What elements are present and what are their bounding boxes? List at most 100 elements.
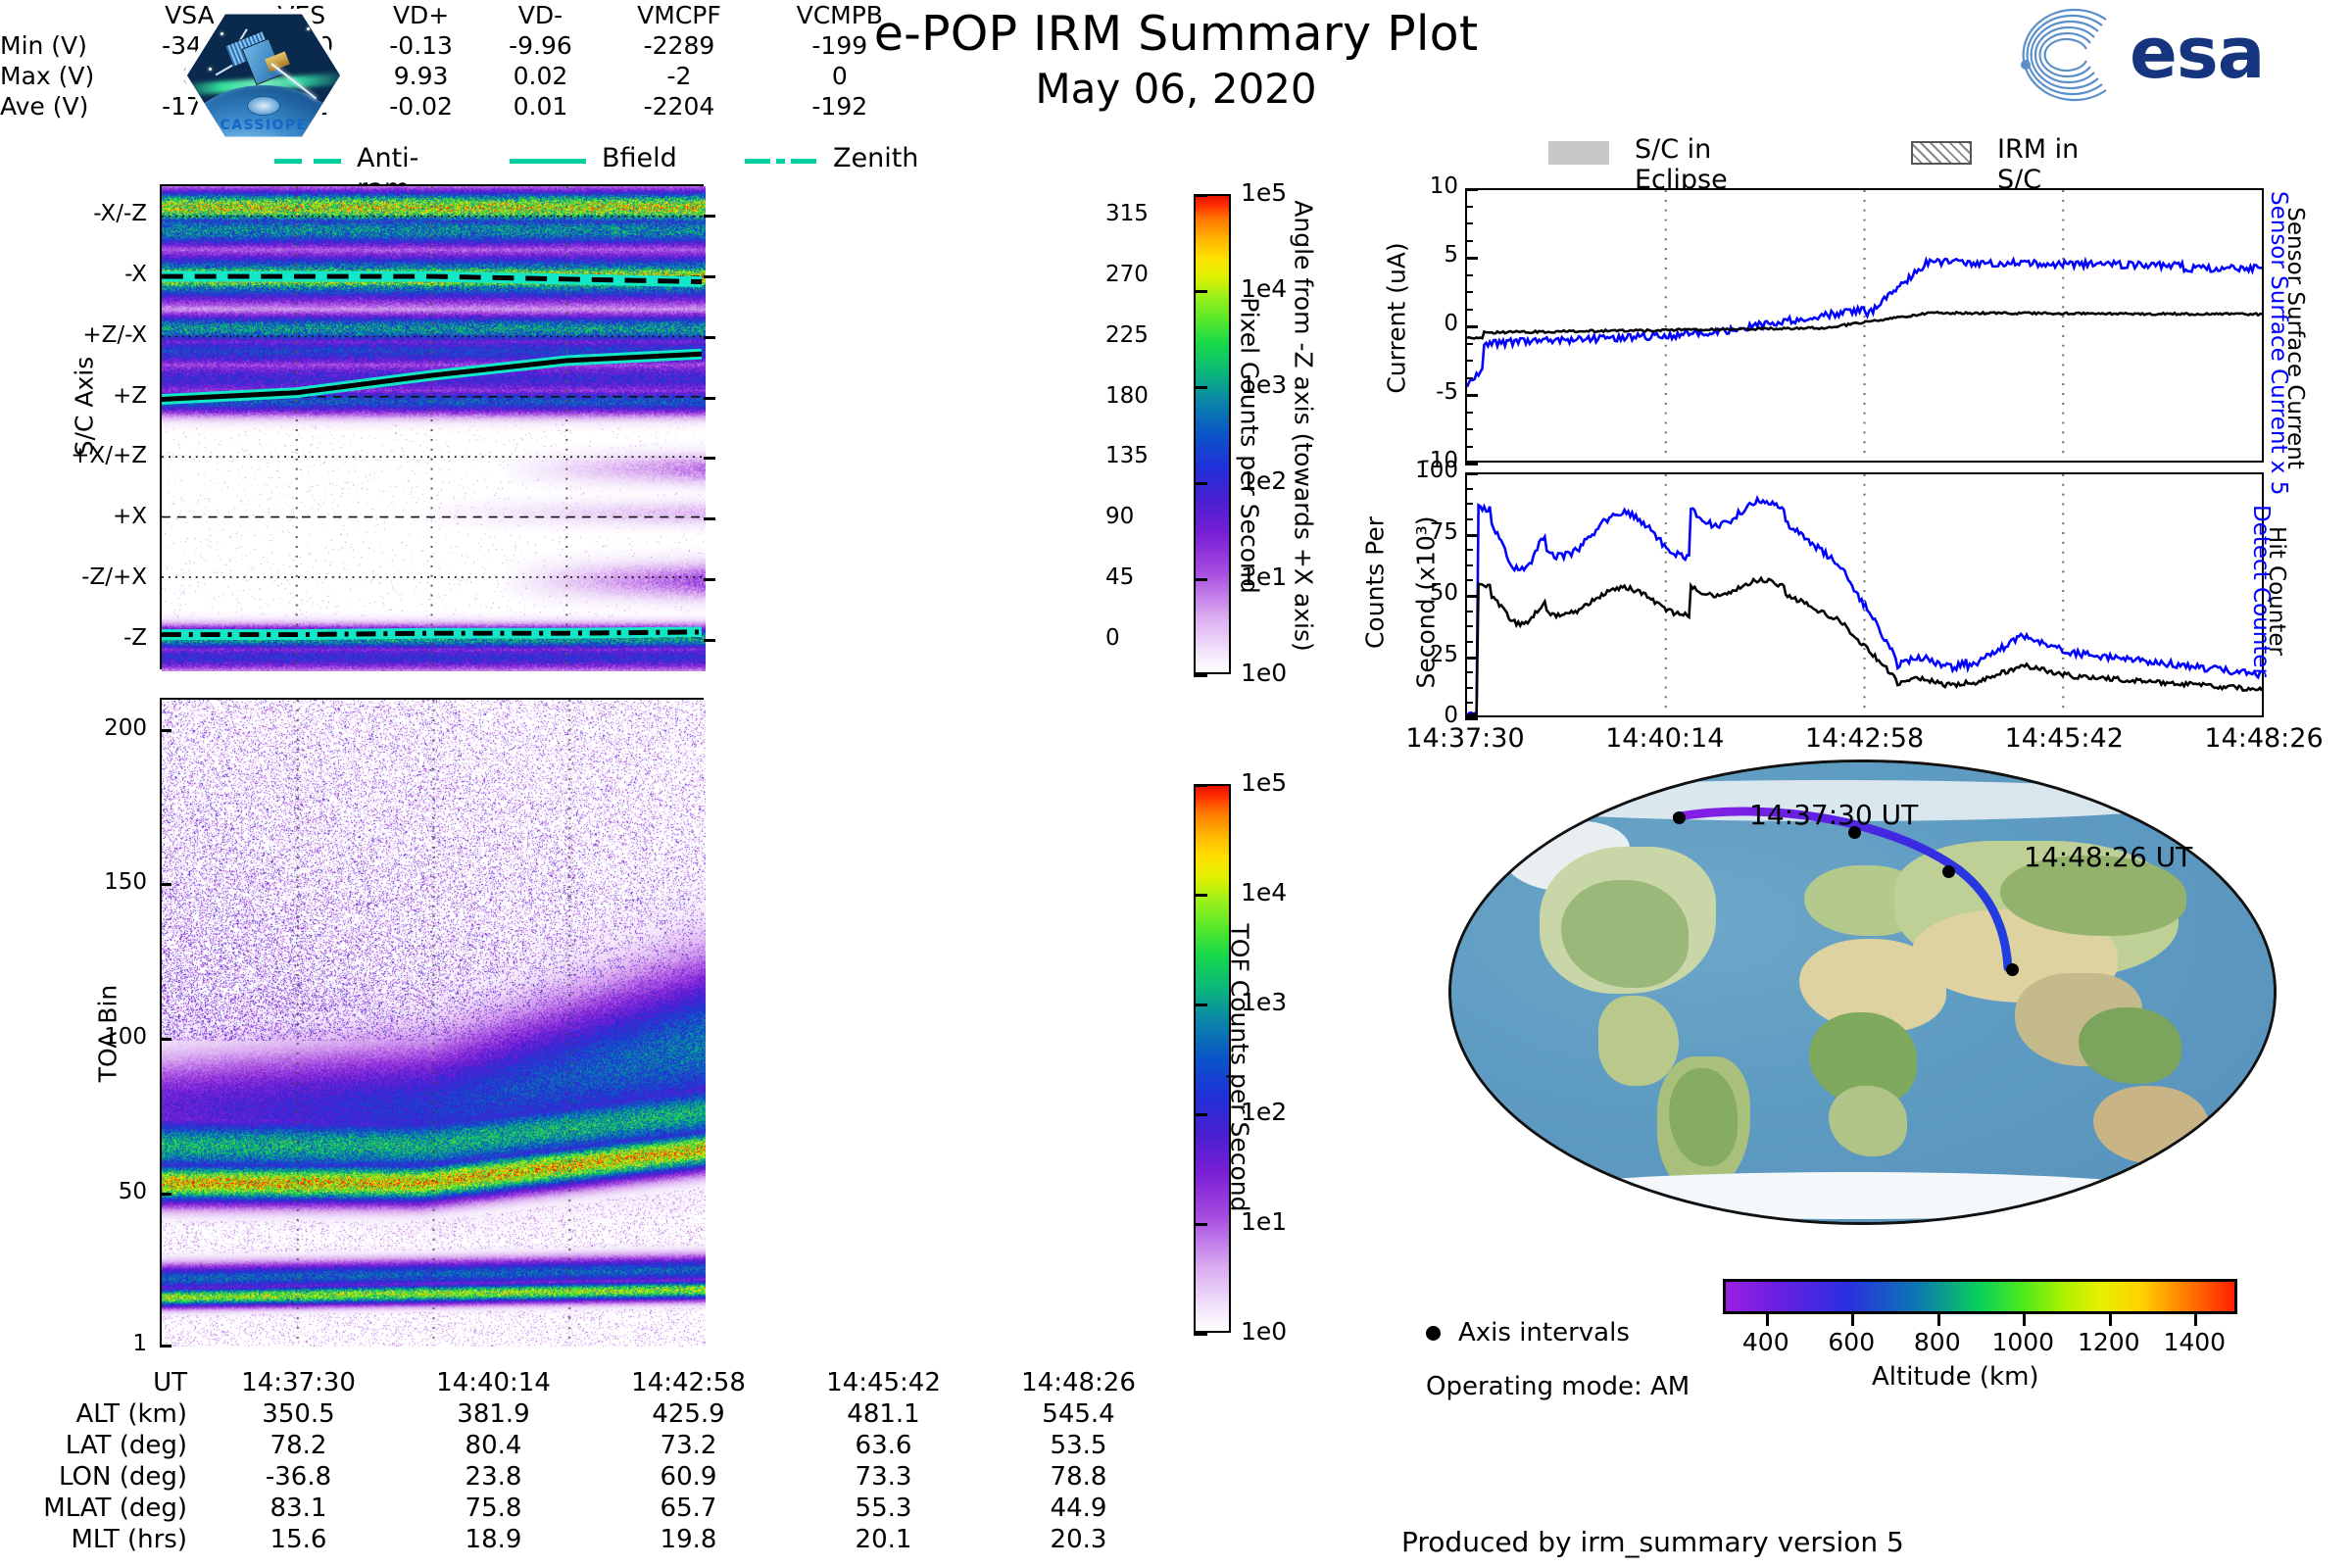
orbit-table-row: LON (deg) -36.8 23.8 60.9 73.3 78.8	[20, 1461, 1176, 1493]
toa-ytick-2: 100	[104, 1024, 147, 1051]
sc-ytick-right-4: 135	[1105, 443, 1149, 469]
cnt-yticks-minor-14	[1465, 686, 1473, 689]
orbit-cell-5-2: 19.8	[660, 1525, 717, 1554]
counts-plot-canvas	[1467, 474, 2262, 715]
pixel-counts-colorbar	[1194, 194, 1231, 674]
legend-label-zenith: Zenith	[833, 143, 919, 173]
orbit-cell-4-4: 44.9	[1050, 1494, 1107, 1523]
cur-yticks-minor-2	[1465, 222, 1473, 224]
produced-by-text: Produced by irm_summary version 5	[1401, 1526, 1904, 1558]
sc-ytick-mark-5	[704, 517, 715, 521]
sc-ytick-right-2: 225	[1105, 321, 1149, 348]
series-0	[1467, 256, 2262, 388]
time-tick-4: 14:48:26	[2204, 723, 2324, 754]
cur-yticks-minor-13	[1465, 411, 1473, 414]
track-point-2	[1942, 865, 1955, 878]
cnt-yticks-minor-2	[1465, 503, 1473, 506]
cnt-yticks-lbl-2: 50	[1429, 580, 1458, 606]
cnt-yticks-minor-4	[1465, 533, 1473, 536]
track-point-start	[1673, 811, 1686, 824]
toa-ytick-mark-0	[160, 728, 172, 732]
ground-track-map[interactable]	[1448, 760, 2277, 1225]
volt-col-header-4: VMCPF	[637, 1, 721, 29]
orbit-cell-5-1: 18.9	[465, 1525, 522, 1554]
orbit-table-row: MLAT (deg) 83.1 75.8 65.7 55.3 44.9	[20, 1493, 1176, 1524]
toa-ytick-0: 200	[104, 714, 147, 741]
cur-yticks-minor-3	[1465, 239, 1473, 242]
volt-cell-0-3: -9.96	[509, 31, 572, 60]
cnt-yticks-minor-3	[1465, 517, 1473, 520]
cbar-tick-4	[1194, 578, 1207, 581]
cnt-yticks-minor-11	[1465, 640, 1473, 643]
orbit-cell-0-0: 14:37:30	[241, 1368, 356, 1397]
cnt-yticks-minor-12	[1465, 656, 1473, 659]
orbit-table-row: MLT (hrs) 15.6 18.9 19.8 20.1 20.3	[20, 1524, 1176, 1555]
map-end-time-label: 14:48:26 UT	[2024, 841, 2193, 873]
orbit-cell-5-3: 20.1	[855, 1525, 912, 1554]
cnt-yticks-minor-13	[1465, 671, 1473, 674]
orbit-row-label-3: LON (deg)	[58, 1462, 187, 1492]
current-timeseries-plot[interactable]	[1465, 188, 2264, 463]
cbar-label-1: 1e4	[1241, 878, 1288, 906]
cnt-yticks-minor-10	[1465, 625, 1473, 628]
cnt-yticks-minor-1	[1465, 487, 1473, 490]
orbit-cell-4-2: 65.7	[660, 1494, 717, 1523]
series-1	[1467, 310, 2262, 340]
altitude-tick-mark-2	[1936, 1314, 1940, 1326]
altitude-colorbar-label: Altitude (km)	[1872, 1362, 2039, 1392]
cassiope-logo-label: CASSIOPE	[220, 118, 308, 133]
toa-ytick-mark-3	[160, 1193, 172, 1197]
altitude-tick-label-0: 400	[1741, 1328, 1789, 1356]
sc-ytick-mark-3	[704, 396, 715, 400]
sc-axis-spectrogram[interactable]	[160, 184, 706, 671]
orbit-row-label-2: LAT (deg)	[65, 1431, 187, 1460]
cassiope-logo: CASSIOPE	[181, 6, 346, 145]
sc-ytick-mark-1	[704, 274, 715, 278]
cbar-tick-2	[1194, 1004, 1207, 1006]
altitude-tick-mark-4	[2108, 1314, 2112, 1326]
volt-col-header-3: VD-	[517, 1, 564, 29]
altitude-tick-label-1: 600	[1828, 1328, 1876, 1356]
cur-yticks-lbl-0: 10	[1429, 173, 1458, 199]
sc-axis-right-label: Angle from -Z axis (towards +X axis)	[1289, 200, 1318, 652]
volt-col-header-2: VD+	[392, 1, 450, 29]
tof-counts-colorbar-label: TOF Counts per Second	[1225, 923, 1254, 1212]
axis-intervals-label: Axis intervals	[1458, 1318, 1630, 1348]
cur-yticks-minor-11	[1465, 376, 1473, 379]
toa-spectrogram[interactable]	[160, 698, 706, 1347]
cbar-tick-5	[1194, 674, 1207, 677]
counts-timeseries-plot[interactable]	[1465, 472, 2264, 717]
axis-intervals-legend: Axis intervals	[1426, 1318, 1630, 1348]
cnt-yticks-minor-8	[1465, 595, 1473, 597]
volt-cell-1-5: 0	[831, 62, 848, 90]
volt-col-header-5: VCMPB	[796, 1, 883, 29]
cnt-yticks-lbl-0: 100	[1415, 458, 1458, 483]
toa-ytick-mark-4	[160, 1345, 172, 1348]
cnt-yticks-lbl-3: 25	[1429, 641, 1458, 667]
counts-right-label-black: Hit Counter	[2264, 526, 2289, 656]
sc-axis-overlay	[162, 186, 702, 667]
volt-row-label-1: Max (V)	[0, 62, 95, 90]
sc-ytick-mark-7	[704, 639, 715, 643]
cur-yticks-minor-0	[1465, 188, 1473, 190]
map-start-time-label: 14:37:30 UT	[1749, 799, 1919, 831]
orbit-table-row: LAT (deg) 78.2 80.4 73.2 63.6 53.5	[20, 1430, 1176, 1461]
altitude-tick-mark-5	[2194, 1314, 2198, 1326]
orbit-cell-1-0: 350.5	[262, 1399, 335, 1429]
cbar-label-3: 1e2	[1241, 466, 1288, 495]
cbar-tick-0	[1194, 784, 1207, 787]
cur-yticks-minor-12	[1465, 394, 1473, 396]
orbit-cell-5-0: 15.6	[270, 1525, 327, 1554]
altitude-tick-label-2: 800	[1913, 1328, 1961, 1356]
timeseries-legend: S/C in Eclipse IRM in S/C Shadow	[1548, 134, 2293, 225]
cbar-tick-1	[1194, 894, 1207, 897]
cur-yticks-minor-7	[1465, 308, 1473, 311]
cbar-label-1: 1e4	[1241, 274, 1288, 303]
cbar-label-5: 1e0	[1241, 659, 1288, 687]
cbar-tick-0	[1194, 194, 1207, 197]
time-tick-0: 14:37:30	[1405, 723, 1525, 754]
track-point-end	[2006, 963, 2019, 976]
cbar-tick-4	[1194, 1223, 1207, 1226]
cnt-yticks-minor-15	[1465, 702, 1473, 705]
orbit-cell-0-3: 14:45:42	[826, 1368, 941, 1397]
